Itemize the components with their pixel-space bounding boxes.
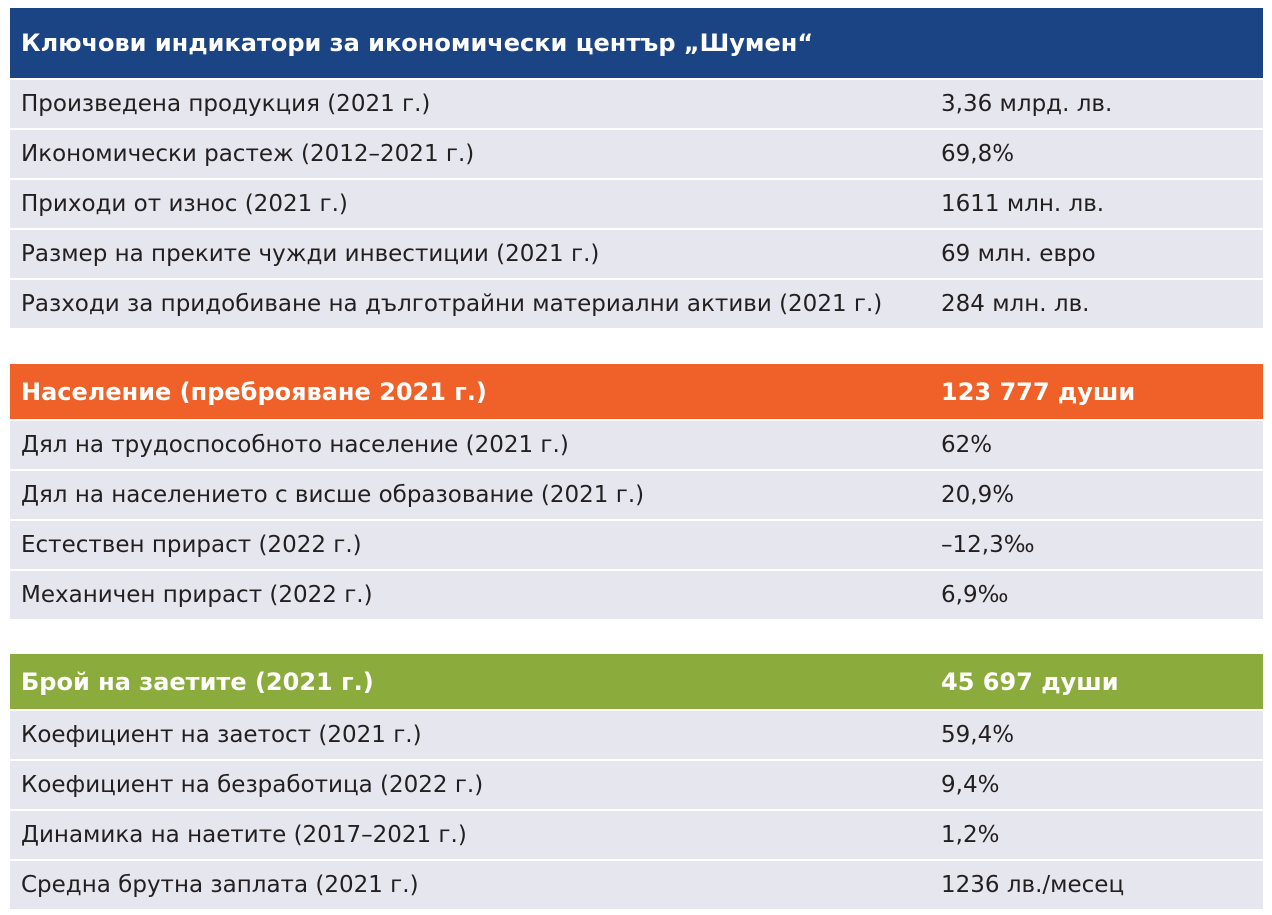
row-value: 6,9‰ <box>941 582 1009 608</box>
section-header-employment: Брой на заетите (2021 г.) 45 697 души <box>10 654 1263 709</box>
row-value: 69 млн. евро <box>941 241 1096 267</box>
header-value: 45 697 души <box>941 667 1119 696</box>
table-row: Дял на населението с висше образование (… <box>10 471 1263 519</box>
section-header-population: Население (преброяване 2021 г.) 123 777 … <box>10 364 1263 419</box>
row-value: 9,4% <box>941 772 1000 798</box>
table-row: Средна брутна заплата (2021 г.) 1236 лв.… <box>10 861 1263 909</box>
table-row: Коефициент на заетост (2021 г.) 59,4% <box>10 711 1263 759</box>
table-row: Икономически растеж (2012–2021 г.) 69,8% <box>10 130 1263 178</box>
row-label: Средна брутна заплата (2021 г.) <box>21 872 419 898</box>
row-label: Коефициент на безработица (2022 г.) <box>21 772 484 798</box>
row-value: 284 млн. лв. <box>941 291 1090 317</box>
economic-indicators-table: Ключови индикатори за икономически центъ… <box>10 8 1263 328</box>
population-table: Население (преброяване 2021 г.) 123 777 … <box>10 364 1263 619</box>
table-row: Дял на трудоспособното население (2021 г… <box>10 421 1263 469</box>
row-label: Естествен прираст (2022 г.) <box>21 532 362 558</box>
section-header-economic: Ключови индикатори за икономически центъ… <box>10 8 1263 78</box>
row-label: Коефициент на заетост (2021 г.) <box>21 722 422 748</box>
employment-table: Брой на заетите (2021 г.) 45 697 души Ко… <box>10 654 1263 909</box>
header-value: 123 777 души <box>941 377 1136 406</box>
table-row: Произведена продукция (2021 г.) 3,36 млр… <box>10 80 1263 128</box>
table-row: Разходи за придобиване на дълготрайни ма… <box>10 280 1263 328</box>
row-value: 20,9% <box>941 482 1015 508</box>
row-value: 1,2% <box>941 822 1000 848</box>
row-label: Дял на трудоспособното население (2021 г… <box>21 432 569 458</box>
row-value: 62% <box>941 432 993 458</box>
header-label: Население (преброяване 2021 г.) <box>21 377 487 406</box>
row-value: 69,8% <box>941 141 1015 167</box>
row-value: 1611 млн. лв. <box>941 191 1105 217</box>
row-label: Механичен прираст (2022 г.) <box>21 582 373 608</box>
row-value: –12,3‰ <box>941 532 1035 558</box>
table-row: Приходи от износ (2021 г.) 1611 млн. лв. <box>10 180 1263 228</box>
table-row: Размер на преките чужди инвестиции (2021… <box>10 230 1263 278</box>
row-label: Разходи за придобиване на дълготрайни ма… <box>21 291 883 317</box>
header-label: Ключови индикатори за икономически центъ… <box>21 29 814 57</box>
table-row: Естествен прираст (2022 г.) –12,3‰ <box>10 521 1263 569</box>
table-row: Коефициент на безработица (2022 г.) 9,4% <box>10 761 1263 809</box>
row-label: Дял на населението с висше образование (… <box>21 482 645 508</box>
header-label: Брой на заетите (2021 г.) <box>21 667 374 696</box>
row-value: 59,4% <box>941 722 1015 748</box>
row-label: Произведена продукция (2021 г.) <box>21 91 431 117</box>
table-row: Механичен прираст (2022 г.) 6,9‰ <box>10 571 1263 619</box>
row-value: 1236 лв./месец <box>941 872 1125 898</box>
row-label: Приходи от износ (2021 г.) <box>21 191 348 217</box>
row-value: 3,36 млрд. лв. <box>941 91 1113 117</box>
row-label: Икономически растеж (2012–2021 г.) <box>21 141 475 167</box>
row-label: Размер на преките чужди инвестиции (2021… <box>21 241 600 267</box>
table-row: Динамика на наетите (2017–2021 г.) 1,2% <box>10 811 1263 859</box>
row-label: Динамика на наетите (2017–2021 г.) <box>21 822 467 848</box>
